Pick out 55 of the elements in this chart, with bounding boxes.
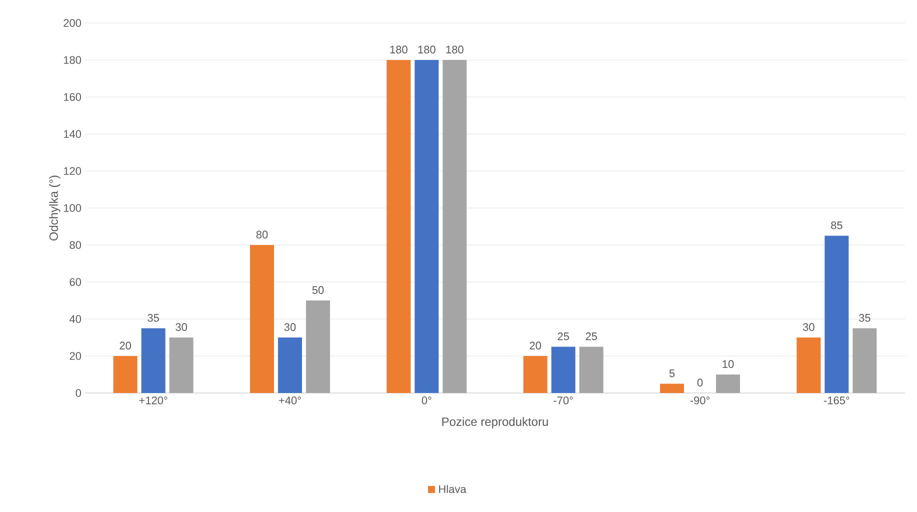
x-tick-label: 0°	[422, 396, 432, 404]
data-label: 180	[390, 46, 408, 54]
data-label: 180	[418, 46, 436, 54]
bar	[278, 338, 302, 393]
bar	[250, 244, 274, 393]
data-label: 20	[530, 342, 542, 350]
y-tick-label: 0	[76, 389, 82, 397]
x-tick-label: -90°	[690, 396, 710, 404]
x-tick-label: +40°	[279, 396, 301, 404]
bar	[824, 236, 849, 393]
x-tick-label: +120°	[139, 396, 168, 404]
x-tick-label: -165°	[824, 396, 850, 404]
y-tick-label: 60	[70, 278, 82, 286]
data-label: 5	[669, 370, 675, 378]
bar	[796, 338, 821, 393]
data-label: 30	[284, 323, 296, 331]
x-tick-label: -70°	[554, 396, 573, 404]
bar	[442, 60, 467, 393]
legend-label: Hlava	[439, 484, 466, 494]
y-tick-label: 100	[64, 204, 82, 212]
bar	[306, 300, 330, 393]
data-label: 35	[858, 314, 870, 322]
y-tick-label: 80	[70, 241, 82, 249]
x-axis-title: Pozice reproduktoru	[442, 417, 548, 428]
y-tick-label: 20	[70, 352, 82, 360]
data-label: 50	[312, 286, 324, 294]
y-tick-label: 200	[64, 19, 82, 27]
bar	[716, 374, 740, 393]
bar	[852, 328, 877, 393]
bar	[523, 356, 548, 393]
data-label: 85	[831, 221, 842, 230]
y-tick-label: 160	[64, 93, 82, 101]
data-label: 0	[697, 378, 703, 386]
bar	[414, 60, 439, 393]
bar	[660, 384, 684, 393]
data-label: 25	[586, 332, 597, 340]
bar	[113, 356, 138, 393]
data-label: 180	[446, 46, 464, 54]
bar	[579, 346, 604, 393]
y-tick-label: 140	[64, 130, 82, 138]
y-tick-label: 40	[69, 315, 82, 323]
data-label: 30	[802, 323, 814, 331]
bar	[551, 346, 576, 393]
y-tick-label: 180	[64, 56, 82, 64]
bar	[169, 338, 194, 393]
data-label: 30	[176, 323, 188, 331]
data-label: 25	[558, 332, 569, 340]
bar	[386, 60, 411, 393]
y-tick-label: 120	[64, 167, 82, 175]
bar	[141, 328, 166, 393]
y-axis-title: Odchylka (°)	[49, 176, 60, 241]
data-label: 80	[256, 230, 268, 238]
data-label: 10	[722, 360, 734, 368]
data-label: 20	[120, 342, 132, 350]
data-label: 35	[148, 314, 159, 322]
